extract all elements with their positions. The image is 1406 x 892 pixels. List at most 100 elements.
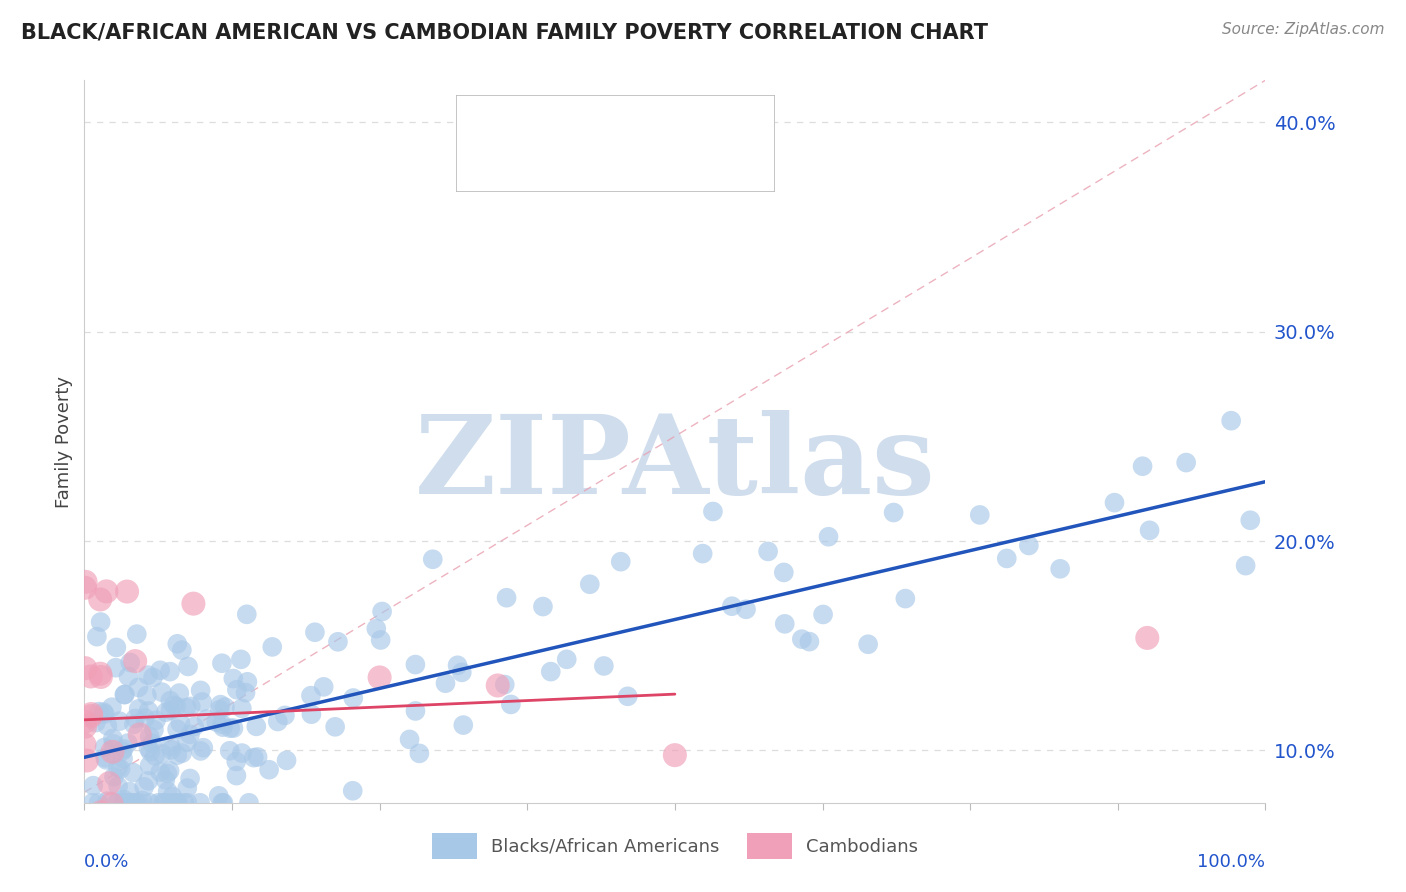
Point (142, 670, 165, 684)
Point (159, 694, 181, 708)
Point (180, 699, 202, 714)
Point (450, 665, 472, 680)
Point (817, 530, 839, 544)
Point (117, 669, 139, 683)
Point (138, 730, 160, 744)
Point (121, 796, 143, 810)
Point (486, 678, 509, 692)
Point (163, 698, 186, 713)
Point (139, 745, 162, 759)
Point (77, 882, 100, 892)
Point (211, 717, 233, 731)
Point (191, 695, 214, 709)
Point (183, 720, 205, 734)
Point (453, 718, 475, 732)
Point (114, 796, 136, 810)
Point (90, 615, 112, 629)
Point (494, 677, 516, 691)
Point (150, 685, 173, 699)
Point (1234, 558, 1257, 573)
Point (404, 704, 426, 718)
Point (756, 544, 779, 558)
Point (89, 666, 111, 681)
Point (188, 796, 211, 810)
Point (236, 607, 259, 622)
Point (1049, 562, 1071, 576)
Point (149, 663, 172, 677)
Point (434, 676, 457, 690)
Point (152, 796, 174, 810)
Point (422, 552, 444, 566)
Point (166, 722, 188, 736)
Point (80, 706, 103, 721)
Point (73, 738, 96, 752)
Point (212, 796, 235, 810)
Point (531, 599, 554, 614)
Point (1018, 539, 1040, 553)
Point (165, 699, 187, 714)
Point (115, 796, 138, 810)
Point (75, 574, 97, 589)
Point (165, 796, 187, 810)
Point (138, 758, 160, 772)
Point (110, 762, 132, 776)
Point (125, 627, 148, 641)
Point (242, 750, 264, 764)
Point (299, 707, 322, 722)
Point (342, 691, 364, 706)
Point (969, 508, 991, 522)
Point (167, 796, 190, 810)
Point (257, 763, 280, 777)
Point (366, 622, 388, 636)
Point (323, 720, 346, 734)
Point (495, 591, 517, 605)
Point (120, 656, 142, 670)
Point (225, 682, 247, 697)
Point (211, 657, 233, 671)
Point (205, 714, 228, 729)
Point (136, 668, 159, 682)
Point (125, 796, 148, 810)
Point (131, 793, 153, 807)
Point (664, 748, 686, 763)
Point (117, 736, 139, 750)
Point (96, 584, 118, 599)
Point (103, 737, 125, 751)
Point (772, 566, 794, 580)
Point (96, 719, 118, 733)
Point (134, 711, 156, 725)
Point (160, 743, 183, 757)
Point (84, 715, 107, 730)
Point (170, 643, 193, 657)
Point (790, 632, 813, 647)
Point (170, 746, 193, 760)
Text: 100.0%: 100.0% (1198, 854, 1265, 871)
Point (135, 689, 157, 703)
Point (163, 796, 186, 810)
Point (195, 712, 218, 726)
Point (90, 670, 112, 684)
Point (94, 751, 117, 765)
Point (73, 714, 96, 729)
Point (120, 796, 142, 810)
Point (114, 687, 136, 701)
Point (262, 640, 284, 654)
Point (1175, 456, 1198, 470)
Point (179, 772, 201, 786)
Point (267, 714, 290, 729)
Point (162, 789, 184, 804)
Point (236, 674, 259, 689)
Point (115, 584, 138, 599)
Point (238, 796, 260, 810)
Point (225, 769, 247, 783)
Point (124, 711, 146, 725)
Point (103, 770, 125, 784)
Point (609, 555, 631, 569)
Point (112, 742, 135, 756)
Point (883, 506, 905, 520)
Point (159, 739, 181, 754)
Point (96, 794, 118, 808)
Point (107, 780, 129, 794)
Point (159, 796, 181, 810)
Point (111, 744, 134, 758)
